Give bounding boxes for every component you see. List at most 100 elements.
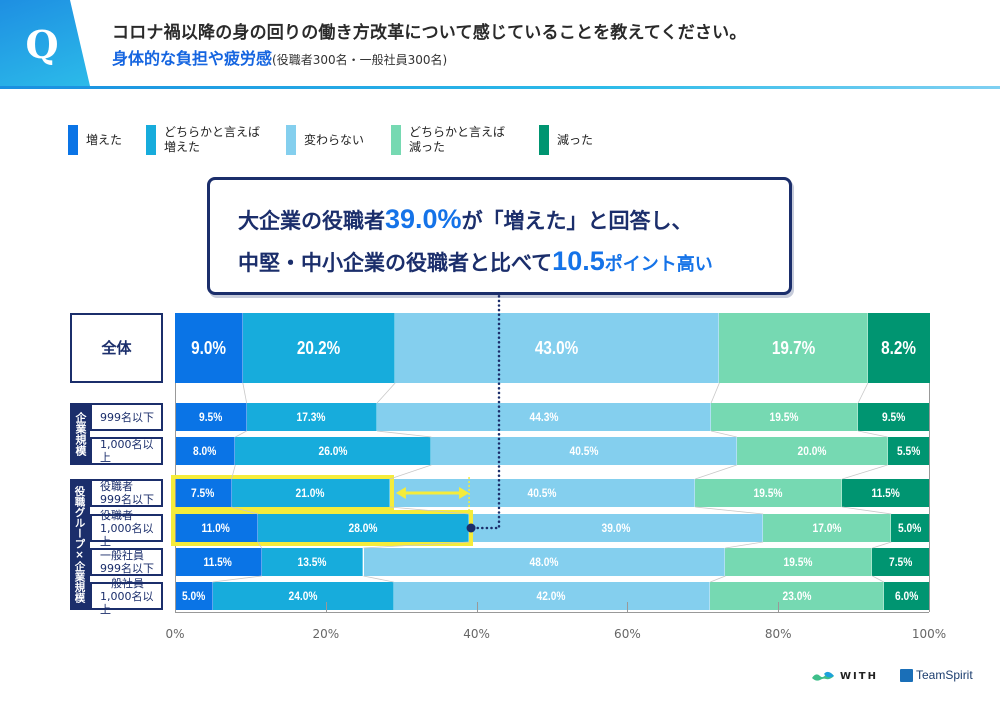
row-label: 一般社員 999名以下 bbox=[90, 548, 163, 576]
callout-line-2: 中堅・中小企業の役職者と比べて10.5ポイント高い bbox=[238, 240, 789, 282]
teamspirit-logo: TeamSpirit bbox=[900, 668, 973, 682]
x-tick bbox=[325, 602, 327, 612]
legend-unchanged: 変わらない bbox=[286, 125, 391, 155]
bar-segment-somewhat-decreased: 19.5% bbox=[725, 548, 873, 576]
bar-segment-decreased: 11.5% bbox=[842, 479, 929, 507]
x-tick-label: 80% bbox=[764, 627, 792, 641]
bar-segment-decreased: 7.5% bbox=[872, 548, 929, 576]
data-label: 20.2% bbox=[296, 337, 341, 358]
x-tick bbox=[476, 602, 478, 612]
data-label: 40.5% bbox=[527, 486, 557, 500]
legend-decreased: 減った bbox=[539, 125, 619, 155]
right-border-line bbox=[929, 383, 930, 612]
legend-label: 増えた bbox=[86, 132, 123, 147]
data-label: 42.0% bbox=[537, 589, 566, 603]
callout-line1-post: が「増えた」と回答し、 bbox=[461, 209, 693, 233]
bar-segment-decreased: 5.5% bbox=[887, 437, 929, 465]
data-label: 28.0% bbox=[348, 521, 378, 535]
data-label: 8.2% bbox=[881, 337, 917, 358]
insight-callout: 大企業の役職者39.0%が「増えた」と回答し、 中堅・中小企業の役職者と比べて1… bbox=[207, 177, 792, 295]
data-label: 19.7% bbox=[771, 337, 815, 358]
bar-segment-somewhat-increased: 21.0% bbox=[231, 479, 390, 507]
data-label: 26.0% bbox=[318, 444, 348, 458]
data-label: 24.0% bbox=[288, 589, 318, 603]
chart-legend: 増えた どちらかと言えば 増えた 変わらない どちらかと言えば 減った 減った bbox=[68, 125, 619, 155]
x-tick-label: 0% bbox=[165, 627, 185, 641]
data-label: 9.5% bbox=[882, 410, 906, 424]
data-label: 19.5% bbox=[769, 410, 799, 424]
bar-segment-increased: 7.5% bbox=[175, 479, 232, 507]
row-label: 全体 bbox=[70, 313, 163, 383]
legend-label: 減った bbox=[557, 132, 594, 147]
legend-swatch bbox=[68, 125, 78, 155]
highlight-box bbox=[171, 475, 394, 511]
data-label: 9.0% bbox=[190, 337, 226, 358]
legend-label: 変わらない bbox=[304, 132, 365, 147]
legend-increased: 増えた bbox=[68, 125, 146, 155]
q-badge: Q bbox=[25, 22, 59, 67]
data-label: 8.0% bbox=[193, 444, 217, 458]
legend-label: どちらかと言えば 増えた bbox=[164, 125, 261, 154]
data-label: 5.0% bbox=[898, 521, 922, 535]
legend-somewhat-decreased: どちらかと言えば 減った bbox=[391, 125, 539, 155]
bar-segment-decreased: 6.0% bbox=[883, 582, 929, 610]
x-tick bbox=[627, 602, 629, 612]
group-tag-role-x-size: 役職グループ×企業規模 bbox=[70, 479, 90, 610]
data-label: 11.5% bbox=[203, 555, 233, 569]
row-label: 1,000名以上 bbox=[90, 437, 163, 465]
data-label: 17.3% bbox=[296, 410, 326, 424]
bar-segment-unchanged: 42.0% bbox=[393, 582, 711, 610]
data-label: 5.5% bbox=[896, 444, 920, 458]
bar-segment-increased: 8.0% bbox=[175, 437, 236, 465]
bar-segment-somewhat-increased: 28.0% bbox=[257, 514, 470, 542]
with-logo: WITH bbox=[812, 670, 878, 682]
bar-segment-somewhat-decreased: 20.0% bbox=[736, 437, 888, 465]
bar-segment-somewhat-decreased: 19.7% bbox=[719, 313, 868, 383]
x-axis-line bbox=[175, 612, 929, 613]
bar-segment-somewhat-increased: 20.2% bbox=[242, 313, 396, 383]
row-label: 役職者 999名以下 bbox=[90, 479, 163, 507]
bar-segment-decreased: 8.2% bbox=[867, 313, 930, 383]
legend-swatch bbox=[146, 125, 156, 155]
header-divider bbox=[0, 86, 1000, 89]
data-label: 40.5% bbox=[569, 444, 598, 458]
x-tick bbox=[175, 602, 176, 612]
bar-segment-increased: 5.0% bbox=[175, 582, 213, 610]
callout-line-1: 大企業の役職者39.0%が「増えた」と回答し、 bbox=[238, 198, 789, 240]
data-label: 23.0% bbox=[782, 589, 811, 603]
data-label: 48.0% bbox=[529, 555, 559, 569]
bar-segment-decreased: 5.0% bbox=[891, 514, 929, 542]
row-label: 一般社員 1,000名以上 bbox=[90, 577, 163, 616]
group-tag-company-size: 企業規模 bbox=[70, 403, 90, 465]
bar-segment-somewhat-increased: 26.0% bbox=[235, 437, 432, 465]
bar-segment-somewhat-decreased: 17.0% bbox=[763, 514, 892, 542]
data-label: 9.5% bbox=[198, 410, 222, 424]
bar-segment-increased: 9.5% bbox=[175, 403, 247, 431]
bar-segment-unchanged: 39.0% bbox=[469, 514, 764, 542]
bar-segment-increased: 11.5% bbox=[175, 548, 262, 576]
y-axis-line bbox=[175, 383, 176, 612]
legend-swatch bbox=[286, 125, 296, 155]
data-label: 7.5% bbox=[191, 486, 215, 500]
bar-segment-unchanged: 48.0% bbox=[363, 548, 726, 576]
teamspirit-logo-mark-icon bbox=[900, 668, 913, 682]
bar-segment-unchanged: 43.0% bbox=[395, 313, 720, 383]
with-logo-text: WITH bbox=[840, 670, 878, 682]
data-label: 44.3% bbox=[529, 410, 559, 424]
highlight-box bbox=[171, 510, 474, 546]
data-label: 11.5% bbox=[871, 486, 900, 500]
callout-highlight-percent: 39.0% bbox=[385, 204, 462, 234]
bar-segment-unchanged: 40.5% bbox=[389, 479, 696, 507]
data-label: 5.0% bbox=[181, 589, 205, 603]
row-label: 役職者 1,000名以上 bbox=[90, 509, 163, 548]
legend-swatch bbox=[539, 125, 549, 155]
x-tick bbox=[929, 602, 930, 612]
data-label: 7.5% bbox=[889, 555, 913, 569]
bar-segment-somewhat-increased: 24.0% bbox=[212, 582, 394, 610]
bar-segment-somewhat-increased: 13.5% bbox=[261, 548, 364, 576]
bar-segment-somewhat-decreased: 19.5% bbox=[711, 403, 859, 431]
data-label: 43.0% bbox=[535, 337, 579, 358]
data-label: 19.5% bbox=[753, 486, 783, 500]
data-label: 11.0% bbox=[201, 521, 231, 535]
